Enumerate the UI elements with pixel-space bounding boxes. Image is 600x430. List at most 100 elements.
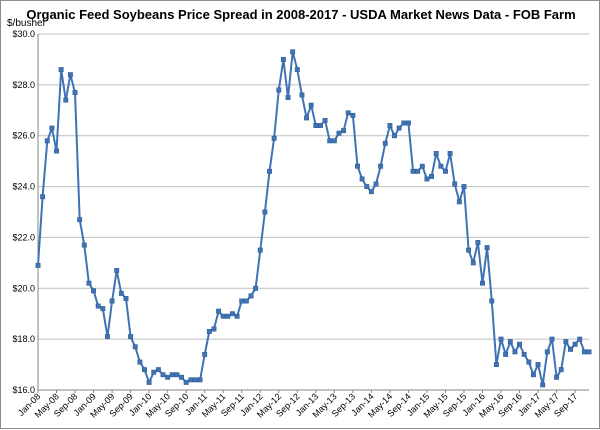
data-point — [174, 372, 180, 378]
data-point — [49, 125, 55, 131]
data-point — [313, 123, 319, 128]
data-point — [521, 351, 527, 357]
data-point — [206, 329, 212, 334]
data-point — [586, 349, 592, 355]
data-point — [341, 128, 347, 134]
data-point — [81, 242, 87, 248]
data-point — [322, 118, 328, 123]
data-point — [456, 199, 462, 205]
data-point — [67, 72, 73, 78]
data-point — [271, 135, 277, 141]
data-point — [225, 313, 231, 319]
data-point — [267, 168, 272, 174]
data-point — [239, 298, 245, 304]
data-point — [44, 138, 50, 144]
data-point — [86, 280, 92, 286]
data-point — [165, 374, 171, 380]
data-point — [387, 123, 393, 128]
data-point — [373, 181, 379, 187]
data-point — [151, 369, 157, 375]
data-point — [146, 379, 152, 385]
data-point — [447, 151, 453, 156]
data-point — [35, 262, 41, 268]
data-point — [169, 372, 175, 378]
data-point — [142, 367, 147, 373]
data-point — [452, 181, 458, 187]
data-point — [197, 377, 203, 383]
data-point — [294, 67, 300, 73]
data-point — [179, 374, 184, 380]
data-point — [512, 349, 518, 355]
data-point — [461, 184, 467, 190]
data-point — [498, 336, 504, 342]
data-point — [253, 285, 259, 291]
data-point — [317, 123, 323, 128]
data-point — [396, 125, 402, 131]
data-point — [410, 168, 416, 174]
data-point — [470, 260, 476, 266]
data-point — [248, 293, 254, 299]
data-point — [202, 351, 208, 357]
data-point — [308, 102, 314, 108]
data-point — [489, 298, 495, 304]
y-tick-label: $30.0 — [12, 29, 35, 39]
data-point — [568, 346, 573, 352]
data-point — [95, 303, 101, 309]
data-point — [433, 151, 439, 156]
data-point — [438, 163, 444, 169]
y-tick-label: $24.0 — [12, 182, 35, 192]
data-point — [257, 247, 263, 253]
data-point — [401, 120, 407, 126]
series-line — [37, 50, 589, 386]
data-point — [405, 120, 411, 126]
data-point — [364, 184, 370, 190]
data-point — [230, 311, 235, 317]
data-point — [429, 173, 435, 179]
data-point — [345, 110, 351, 116]
data-point — [480, 280, 485, 286]
data-point — [58, 67, 64, 73]
data-point — [105, 334, 110, 340]
data-point — [507, 339, 513, 345]
y-tick-label: $18.0 — [12, 334, 35, 344]
data-point — [91, 288, 97, 294]
data-point — [577, 336, 583, 342]
data-point — [285, 95, 291, 101]
data-point — [234, 313, 240, 319]
data-point — [54, 148, 59, 154]
data-point — [368, 189, 374, 195]
data-point — [530, 372, 536, 378]
data-point — [544, 349, 550, 355]
data-point — [503, 351, 509, 357]
data-point — [526, 359, 532, 365]
data-point — [114, 268, 120, 273]
data-point — [290, 49, 296, 55]
y-axis-label: $/bushel — [7, 18, 45, 29]
data-point — [475, 240, 481, 245]
y-tick-label: $20.0 — [12, 283, 35, 293]
data-point — [327, 138, 333, 144]
data-point — [572, 341, 578, 347]
data-point — [382, 140, 388, 146]
data-point — [355, 163, 360, 169]
data-point — [540, 382, 546, 388]
data-point — [336, 130, 342, 136]
data-point — [415, 168, 421, 174]
y-tick-label: $16.0 — [12, 385, 35, 395]
data-point — [216, 308, 222, 314]
data-point — [137, 359, 143, 365]
data-point — [123, 296, 129, 301]
data-point — [493, 362, 499, 368]
data-point — [262, 209, 268, 215]
data-point — [466, 247, 472, 253]
data-point — [581, 349, 587, 355]
y-tick-label: $26.0 — [12, 131, 35, 141]
data-point — [100, 306, 106, 312]
data-point — [304, 115, 310, 121]
data-point — [192, 377, 198, 383]
data-point — [77, 217, 83, 223]
data-point — [183, 379, 189, 385]
data-point — [392, 133, 397, 139]
